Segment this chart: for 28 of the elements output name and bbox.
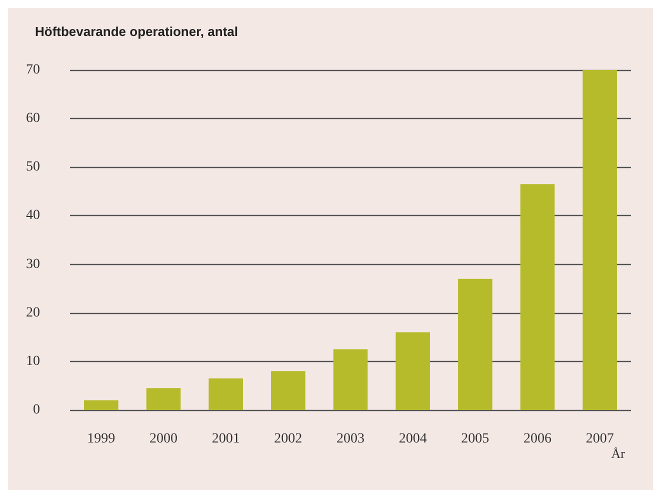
x-tick-label: 2005 <box>461 432 490 446</box>
y-tick-label: 30 <box>26 256 40 272</box>
y-tick-label: 60 <box>26 111 40 126</box>
x-tick-label: 2000 <box>150 432 178 446</box>
x-tick-label: 2006 <box>524 432 552 446</box>
x-tick-label: 2002 <box>274 432 302 446</box>
bar <box>271 371 306 410</box>
bar <box>146 388 181 410</box>
x-tick-label: 2001 <box>212 432 240 446</box>
x-tick-label: 1999 <box>87 432 116 446</box>
x-tick-label: 2007 <box>586 432 614 446</box>
bar <box>208 378 243 410</box>
x-tick-label: 2003 <box>336 432 364 446</box>
x-tick-label: 2004 <box>398 432 427 446</box>
y-tick-label: 70 <box>26 62 40 78</box>
bar <box>520 184 555 410</box>
x-axis-title: År <box>611 446 626 461</box>
y-tick-label: 50 <box>26 160 40 175</box>
y-tick-label: 40 <box>26 208 40 224</box>
y-tick-label: 20 <box>26 305 40 320</box>
bar <box>333 349 368 410</box>
chart-title: Höftbevarande operationer, antal <box>35 24 238 39</box>
bar <box>84 400 118 410</box>
bar <box>582 70 617 410</box>
y-tick-label: 10 <box>26 354 40 369</box>
bar <box>396 332 430 410</box>
y-tick-label: 0 <box>33 402 40 418</box>
bar <box>458 278 492 410</box>
